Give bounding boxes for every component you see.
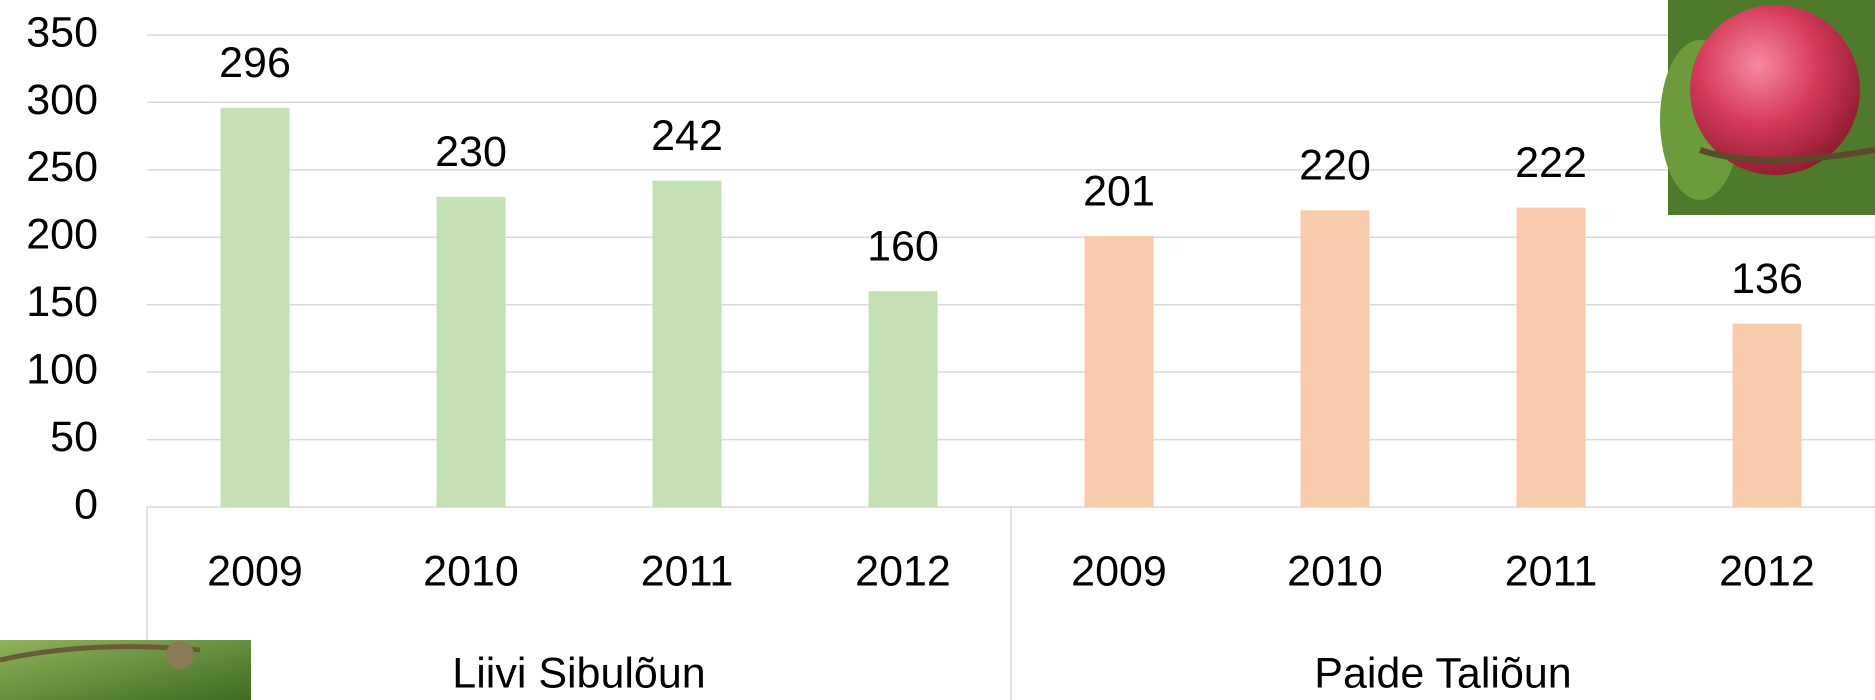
data-label: 296 bbox=[219, 39, 291, 87]
bar bbox=[1301, 210, 1370, 507]
y-tick-label: 50 bbox=[50, 413, 98, 461]
y-tick-label: 0 bbox=[74, 480, 98, 528]
y-tick-label: 100 bbox=[26, 346, 98, 394]
x-tick-label: 2011 bbox=[641, 547, 733, 595]
leaf-photo bbox=[0, 640, 251, 700]
data-label: 160 bbox=[867, 223, 939, 271]
data-label: 220 bbox=[1299, 142, 1371, 190]
plot-area: 0 50 100 150 200 250 300 350 296 2009 230 2010 242 20… bbox=[26, 8, 1875, 700]
y-tick-label: 250 bbox=[26, 143, 98, 191]
group-label: Paide Taliõun bbox=[1314, 649, 1571, 697]
data-label: 242 bbox=[651, 112, 723, 160]
x-tick-label: 2012 bbox=[855, 547, 951, 595]
x-tick-label: 2011 bbox=[1505, 547, 1597, 595]
y-tick-label: 350 bbox=[26, 8, 98, 56]
bar bbox=[1085, 236, 1154, 507]
apple-photo bbox=[1660, 0, 1875, 215]
data-label: 222 bbox=[1515, 139, 1587, 187]
bar bbox=[653, 181, 722, 507]
group-label: Liivi Sibulõun bbox=[452, 649, 705, 697]
x-tick-label: 2009 bbox=[207, 547, 303, 595]
bar bbox=[869, 291, 938, 507]
bar bbox=[1517, 208, 1586, 507]
data-label: 201 bbox=[1083, 167, 1155, 215]
y-tick-label: 200 bbox=[26, 211, 98, 259]
bar bbox=[437, 197, 506, 507]
chart: 0 50 100 150 200 250 300 350 296 2009 230 2010 242 20… bbox=[0, 0, 1875, 700]
bar bbox=[1733, 324, 1802, 507]
y-tick-label: 150 bbox=[26, 278, 98, 326]
x-tick-label: 2012 bbox=[1719, 547, 1815, 595]
data-label: 230 bbox=[435, 128, 507, 176]
y-tick-label: 300 bbox=[26, 76, 98, 124]
bar bbox=[221, 108, 290, 507]
x-tick-label: 2010 bbox=[1287, 547, 1383, 595]
x-tick-label: 2009 bbox=[1071, 547, 1167, 595]
data-label: 136 bbox=[1731, 255, 1803, 303]
x-tick-label: 2010 bbox=[423, 547, 519, 595]
